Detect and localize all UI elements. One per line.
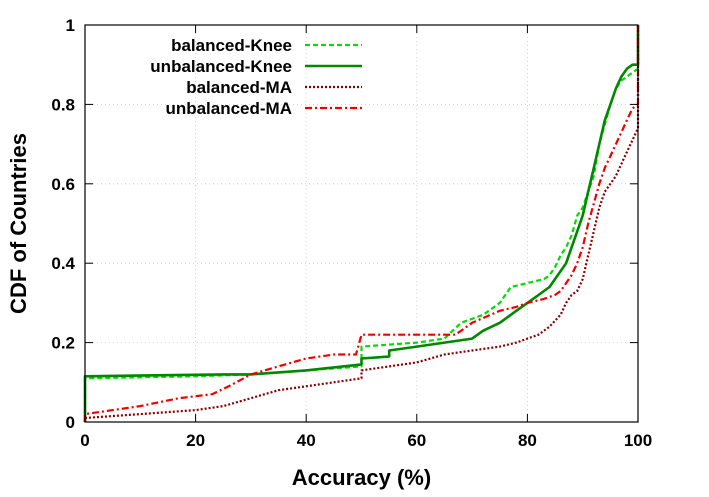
axis-ticks: 0 20 40 60 80 100 0 0.2 0.4 0.6 0.8 1 — [51, 16, 652, 450]
y-tick-label: 1 — [66, 16, 75, 35]
y-tick-label: 0.6 — [51, 175, 75, 194]
legend: balanced-Knee unbalanced-Knee balanced-MA u… — [150, 36, 362, 118]
series-line-balanced-Knee — [83, 67, 639, 422]
x-tick-label: 0 — [80, 431, 89, 450]
legend-label: unbalanced-Knee — [150, 57, 292, 76]
y-tick-label: 0 — [66, 413, 75, 432]
x-tick-label: 40 — [297, 431, 316, 450]
y-tick-label: 0.2 — [51, 334, 75, 353]
x-tick-label: 100 — [624, 431, 652, 450]
series-layer — [83, 25, 640, 422]
x-tick-label: 20 — [186, 431, 205, 450]
y-axis-title: CDF of Countries — [6, 133, 31, 314]
legend-label: balanced-Knee — [171, 36, 292, 55]
series-line-unbalanced-MA — [83, 25, 640, 422]
legend-label: balanced-MA — [186, 78, 292, 97]
x-axis-title: Accuracy (%) — [292, 465, 431, 490]
x-tick-label: 80 — [518, 431, 537, 450]
series-line-unbalanced-Knee — [83, 25, 640, 422]
y-tick-label: 0.8 — [51, 95, 75, 114]
plot-frame — [84, 24, 639, 423]
x-tick-label: 60 — [407, 431, 426, 450]
y-tick-label: 0.4 — [51, 254, 75, 273]
legend-label: unbalanced-MA — [165, 99, 292, 118]
